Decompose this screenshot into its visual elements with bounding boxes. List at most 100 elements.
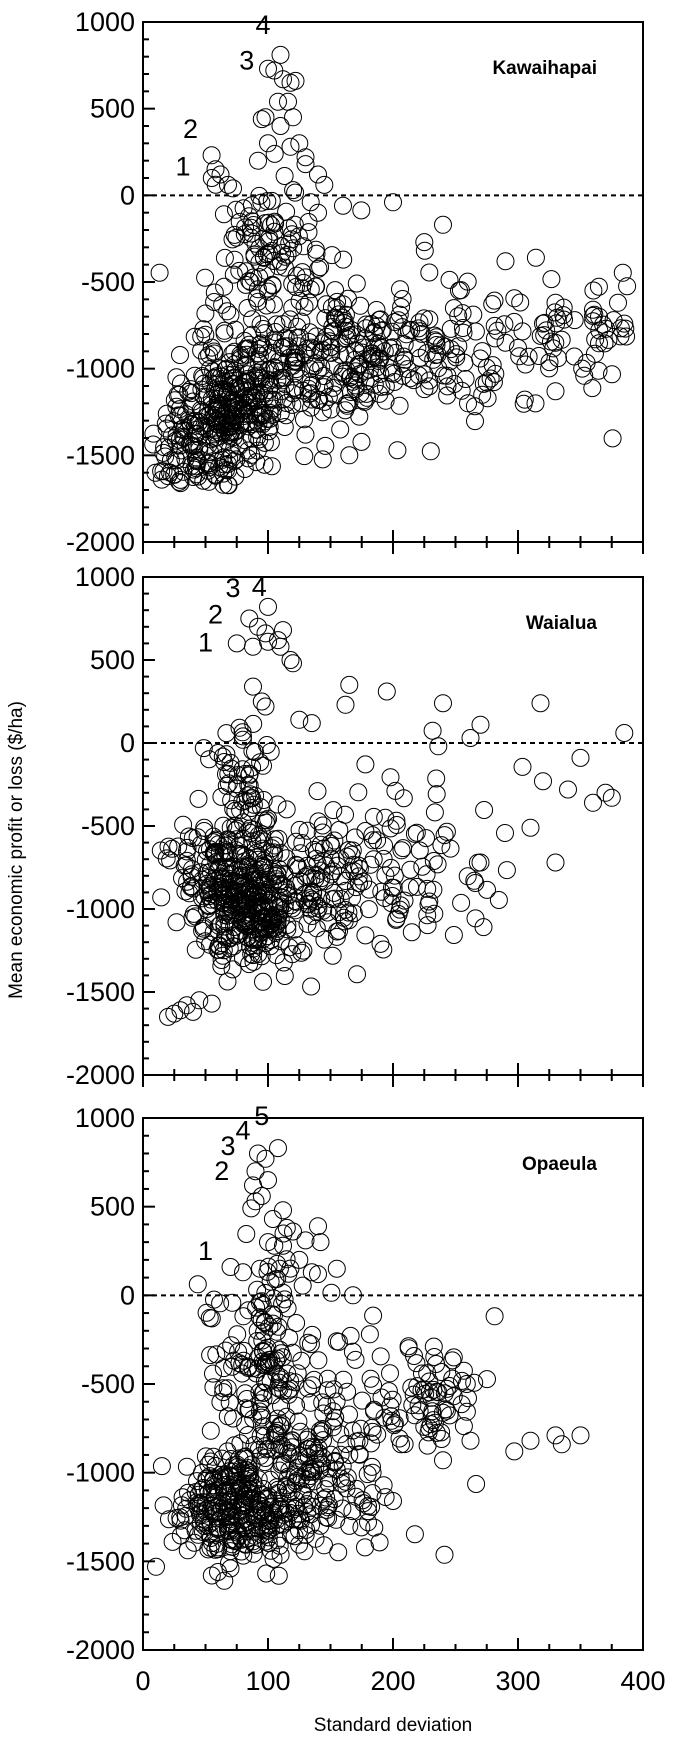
data-point bbox=[251, 1446, 270, 1465]
data-point bbox=[364, 850, 383, 869]
data-point bbox=[352, 201, 371, 220]
data-point bbox=[248, 1490, 267, 1509]
data-point bbox=[194, 471, 213, 490]
data-point bbox=[233, 760, 252, 779]
data-point bbox=[259, 1233, 277, 1252]
data-point bbox=[352, 343, 371, 362]
data-point bbox=[292, 312, 311, 331]
data-point bbox=[349, 867, 368, 886]
data-point bbox=[603, 365, 621, 384]
data-point bbox=[206, 1457, 225, 1475]
data-point bbox=[202, 890, 220, 909]
data-point bbox=[509, 338, 527, 357]
data-point bbox=[331, 890, 350, 908]
data-point bbox=[336, 695, 355, 714]
data-point bbox=[286, 71, 305, 90]
data-point bbox=[368, 831, 387, 850]
data-point bbox=[429, 1383, 448, 1402]
data-point bbox=[284, 239, 303, 258]
data-point bbox=[207, 1345, 226, 1364]
data-point bbox=[227, 634, 246, 653]
data-point bbox=[229, 844, 248, 863]
data-point bbox=[287, 278, 305, 296]
data-point bbox=[241, 218, 260, 237]
data-point bbox=[252, 1187, 271, 1205]
data-point bbox=[584, 281, 603, 300]
data-point bbox=[393, 290, 412, 308]
data-point bbox=[284, 181, 303, 200]
data-point bbox=[289, 337, 308, 356]
data-point bbox=[390, 396, 409, 415]
data-point bbox=[269, 92, 287, 111]
data-point bbox=[478, 1370, 496, 1389]
data-point bbox=[225, 342, 244, 361]
data-point bbox=[364, 807, 383, 826]
data-point bbox=[407, 823, 426, 842]
data-point bbox=[240, 335, 259, 354]
data-point bbox=[427, 769, 446, 788]
data-point bbox=[263, 275, 282, 294]
data-point bbox=[295, 410, 313, 429]
data-point bbox=[201, 1421, 220, 1440]
data-point bbox=[240, 271, 259, 290]
data-point bbox=[336, 872, 355, 890]
data-point bbox=[340, 446, 359, 465]
data-point bbox=[165, 1004, 184, 1023]
data-point bbox=[271, 45, 290, 64]
data-point bbox=[425, 904, 444, 923]
data-point bbox=[337, 321, 356, 340]
data-point bbox=[437, 822, 456, 841]
data-point bbox=[217, 417, 236, 436]
data-point bbox=[279, 219, 298, 238]
data-point bbox=[247, 1519, 266, 1538]
data-point bbox=[267, 1364, 286, 1383]
data-point bbox=[302, 1515, 320, 1534]
data-point bbox=[237, 911, 256, 930]
data-point bbox=[356, 329, 374, 348]
data-point bbox=[253, 415, 272, 434]
data-point bbox=[287, 1396, 306, 1415]
scatter-points bbox=[151, 597, 634, 1026]
data-point bbox=[425, 1413, 444, 1432]
data-point bbox=[340, 675, 359, 694]
data-point bbox=[219, 382, 238, 401]
data-point bbox=[210, 936, 229, 955]
data-point bbox=[296, 1231, 315, 1250]
data-point bbox=[246, 405, 265, 424]
data-point bbox=[202, 1566, 221, 1585]
data-point bbox=[276, 375, 295, 394]
data-point bbox=[224, 1477, 243, 1496]
data-point bbox=[301, 384, 320, 403]
data-point bbox=[473, 385, 492, 404]
data-point bbox=[392, 841, 411, 860]
data-point bbox=[338, 1382, 357, 1401]
data-point bbox=[252, 110, 271, 129]
data-point bbox=[268, 906, 287, 925]
data-point bbox=[215, 1497, 233, 1516]
data-point bbox=[367, 301, 386, 319]
data-point bbox=[190, 991, 209, 1010]
data-point bbox=[372, 1388, 391, 1407]
data-point bbox=[434, 366, 453, 385]
data-point bbox=[341, 1326, 360, 1345]
data-point bbox=[250, 430, 269, 449]
data-point bbox=[546, 1426, 565, 1445]
data-point bbox=[296, 425, 315, 444]
data-point bbox=[415, 241, 434, 260]
data-point bbox=[590, 307, 608, 326]
data-point bbox=[257, 296, 276, 315]
data-point bbox=[350, 365, 369, 384]
data-point bbox=[336, 305, 355, 324]
plot-frame bbox=[142, 576, 644, 1076]
data-point bbox=[209, 1563, 227, 1581]
data-point bbox=[189, 789, 208, 808]
y-tick-label: -500 bbox=[81, 811, 135, 841]
data-point bbox=[401, 878, 420, 897]
data-point bbox=[298, 1439, 317, 1458]
data-point bbox=[152, 470, 171, 489]
x-tick-label: 200 bbox=[370, 1666, 415, 1696]
y-tick-label: 500 bbox=[90, 94, 135, 124]
data-point bbox=[481, 369, 500, 388]
data-point bbox=[257, 370, 276, 389]
data-point bbox=[274, 70, 292, 89]
